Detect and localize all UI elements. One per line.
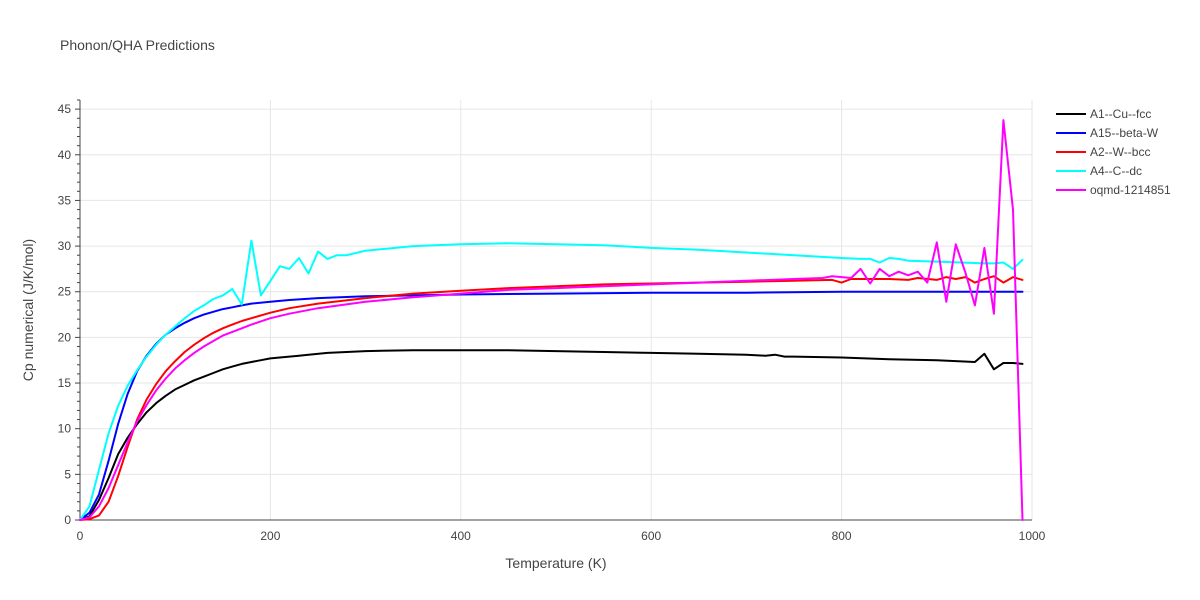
y-axis-title: Cp numerical (J/K/mol) <box>20 239 36 381</box>
legend-item[interactable]: A1--Cu--fcc <box>1056 107 1151 121</box>
series-line-2 <box>79 275 1024 521</box>
y-tick-label: 30 <box>58 239 72 253</box>
series-line-3 <box>79 239 1024 521</box>
series-group <box>79 119 1024 521</box>
y-tick-label: 45 <box>58 102 72 116</box>
y-tick-label: 0 <box>64 513 71 527</box>
y-tick-label: 5 <box>64 467 71 481</box>
series-line-1 <box>79 290 1024 521</box>
x-axis-title: Temperature (K) <box>505 555 606 571</box>
y-tick-label: 40 <box>58 148 72 162</box>
y-tick-label: 20 <box>58 330 72 344</box>
legend-item[interactable]: A2--W--bcc <box>1056 145 1150 159</box>
x-tick-label: 600 <box>641 529 661 543</box>
legend-item[interactable]: A4--C--dc <box>1056 164 1142 178</box>
x-tick-label: 0 <box>77 529 84 543</box>
y-tick-label: 15 <box>58 376 72 390</box>
y-tick-label: 10 <box>58 422 72 436</box>
legend-label: A4--C--dc <box>1090 164 1142 178</box>
x-tick-label: 800 <box>832 529 852 543</box>
x-tick-label: 1000 <box>1019 529 1046 543</box>
legend-item[interactable]: oqmd-1214851 <box>1056 183 1171 197</box>
legend[interactable]: A1--Cu--fcc A15--beta-W A2--W--bcc A4--C--d… <box>1056 107 1171 197</box>
y-tick-label: 25 <box>58 285 72 299</box>
y-tick-label: 35 <box>58 193 72 207</box>
legend-label: oqmd-1214851 <box>1090 183 1171 197</box>
legend-label: A1--Cu--fcc <box>1090 107 1151 121</box>
series-line-0 <box>79 349 1024 521</box>
x-tick-label: 200 <box>260 529 280 543</box>
x-tick-label: 400 <box>451 529 471 543</box>
axes: 0 200 400 600 800 1000 0 5 10 15 20 25 30 35 40 45 <box>58 99 1046 543</box>
legend-label: A15--beta-W <box>1090 126 1159 140</box>
legend-item[interactable]: A15--beta-W <box>1056 126 1159 140</box>
legend-label: A2--W--bcc <box>1090 145 1150 159</box>
chart-title: Phonon/QHA Predictions <box>60 37 215 53</box>
series-line-4 <box>79 119 1024 521</box>
